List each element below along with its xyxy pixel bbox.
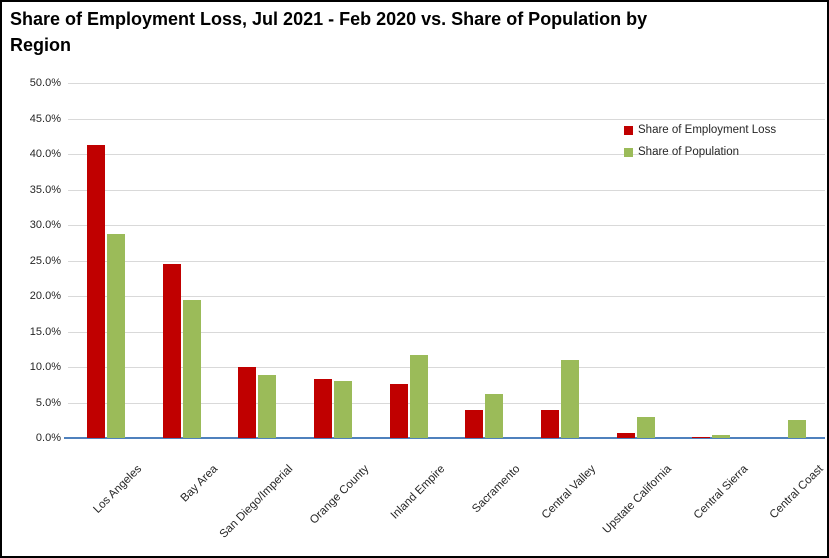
bar-group-upstate-california <box>598 83 674 438</box>
y-tick-label: 5.0% <box>35 396 61 409</box>
bar-group-sacramento <box>447 83 523 438</box>
gridline <box>68 189 825 191</box>
legend-label: Share of Employment Loss <box>638 124 777 136</box>
bar-population <box>333 381 352 438</box>
gridline <box>68 118 825 120</box>
bar-group-bay-area <box>144 83 220 438</box>
bar-employment-loss <box>616 433 635 438</box>
bar-employment-loss <box>238 367 257 438</box>
bar-group-los-angeles <box>68 83 144 438</box>
y-tick-label: 0.0% <box>35 432 61 444</box>
bar-employment-loss <box>692 436 711 438</box>
x-axis-label: Central Coast <box>767 463 826 522</box>
bar-group-central-sierra <box>674 83 750 438</box>
y-tick-label: 40.0% <box>29 148 61 160</box>
bar-population <box>636 417 655 438</box>
chart-title: Share of Employment Loss, Jul 2021 - Feb… <box>10 9 648 56</box>
bar-employment-loss <box>389 384 408 438</box>
bar-group-inland-empire <box>371 83 447 438</box>
x-axis-label: Orange County <box>307 463 372 527</box>
bar-population <box>258 374 277 438</box>
legend: Share of Employment Loss Share of Popula… <box>624 119 776 163</box>
y-tick-label: 30.0% <box>29 219 61 231</box>
gridline <box>68 296 825 297</box>
bar-population <box>485 393 504 438</box>
y-tick-label: 10.0% <box>29 361 61 373</box>
bar-group-san-diego-imperial <box>219 83 295 438</box>
y-tick-label: 20.0% <box>29 290 61 302</box>
x-axis-label: San Diego/Imperial <box>218 463 296 541</box>
x-axis-label: Sacramento <box>470 463 523 516</box>
bar-population <box>106 234 125 438</box>
x-axis-line <box>64 437 825 439</box>
bar-population <box>712 435 731 438</box>
x-axis-label: Bay Area <box>178 463 221 505</box>
plot-area <box>64 83 825 439</box>
bar-employment-loss <box>541 409 560 438</box>
legend-item-employment-loss: Share of Employment Loss <box>624 119 776 141</box>
gridline <box>68 367 825 368</box>
bar-population <box>409 354 428 438</box>
x-axis-label: Central Valley <box>540 463 599 522</box>
bar-group-central-valley <box>522 83 598 438</box>
gridline <box>68 154 825 155</box>
x-axis-label: Central Sierra <box>691 463 750 522</box>
bar-group-orange-county <box>295 83 371 438</box>
y-tick-label: 25.0% <box>29 254 61 267</box>
y-tick-label: 15.0% <box>29 325 61 338</box>
bar-employment-loss <box>313 379 332 438</box>
gridline <box>68 402 825 404</box>
x-axis-label: Los Angeles <box>91 463 145 516</box>
gridline <box>68 260 825 262</box>
bar-employment-loss <box>86 144 105 438</box>
bar-population <box>182 299 201 438</box>
bar-population <box>561 359 580 438</box>
y-tick-label: 50.0% <box>29 77 61 89</box>
bar-employment-loss <box>465 409 484 438</box>
bar-employment-loss <box>162 264 181 438</box>
legend-item-population: Share of Population <box>624 141 776 163</box>
gridline <box>68 83 825 84</box>
bar-population <box>788 419 807 438</box>
bar-group-central-coast <box>749 83 825 438</box>
gridline <box>68 225 825 226</box>
x-axis-label: Upstate California <box>601 463 675 537</box>
legend-swatch-green-icon <box>624 147 633 157</box>
y-tick-label: 35.0% <box>29 183 61 196</box>
legend-label: Share of Population <box>638 146 740 158</box>
legend-swatch-red-icon <box>624 125 633 135</box>
gridline <box>68 331 825 333</box>
y-tick-label: 45.0% <box>29 112 61 125</box>
x-axis-label: Inland Empire <box>388 463 448 522</box>
